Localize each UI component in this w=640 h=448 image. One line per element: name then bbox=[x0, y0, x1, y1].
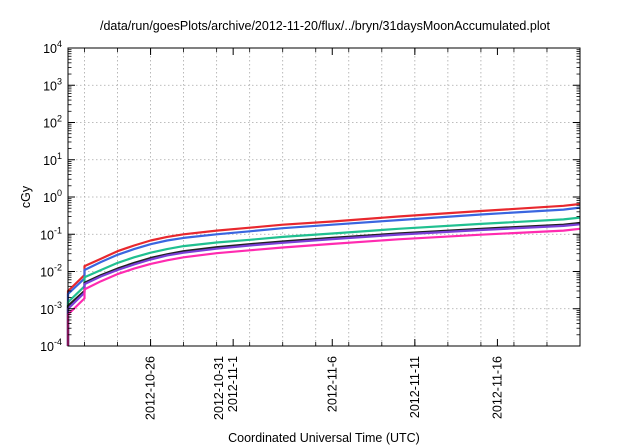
series-line-3 bbox=[66, 216, 581, 346]
y-tick-label-base: 10 bbox=[43, 154, 57, 168]
y-tick-label-exponent: 3 bbox=[57, 76, 62, 86]
y-tick-label-exponent: 2 bbox=[57, 114, 62, 124]
chart-title: /data/run/goesPlots/archive/2012-11-20/f… bbox=[100, 19, 551, 33]
y-tick-label: 102 bbox=[43, 114, 62, 131]
y-tick-label-base: 10 bbox=[43, 191, 57, 205]
series-line-5 bbox=[66, 223, 581, 346]
y-tick-label-base: 10 bbox=[43, 79, 57, 93]
y-tick-label: 10-1 bbox=[40, 225, 62, 242]
x-tick-label: 2012-11-16 bbox=[490, 356, 504, 419]
x-axis: 2012-10-26 2012-10-31 2012-11-1 2012-11-6 20… bbox=[84, 48, 548, 420]
y-tick-label-base: 10 bbox=[40, 228, 54, 242]
y-tick-label-exponent: -4 bbox=[54, 337, 62, 347]
y-tick-label-exponent: 4 bbox=[57, 39, 62, 49]
series-line-2 bbox=[66, 206, 581, 346]
x-tick-label: 2012-11-6 bbox=[325, 356, 339, 412]
x-tick-label: 2012-11-1 bbox=[226, 356, 240, 412]
y-tick-label-base: 10 bbox=[40, 340, 54, 354]
y-tick-label: 104 bbox=[43, 39, 62, 56]
y-tick-label-exponent: -1 bbox=[54, 225, 62, 235]
x-axis-label: Coordinated Universal Time (UTC) bbox=[228, 431, 420, 445]
y-tick-label-exponent: 1 bbox=[57, 151, 62, 161]
y-tick-label: 103 bbox=[43, 76, 62, 93]
y-tick-label-base: 10 bbox=[43, 42, 57, 56]
x-tick-label: 2012-10-31 bbox=[212, 356, 226, 420]
y-tick-label: 10-4 bbox=[40, 337, 62, 354]
y-axis-label: cGy bbox=[19, 185, 33, 208]
y-tick-label-base: 10 bbox=[40, 303, 54, 317]
y-tick-label: 100 bbox=[43, 188, 62, 205]
x-tick-label: 2012-11-11 bbox=[408, 356, 422, 418]
y-tick-label-exponent: -2 bbox=[54, 263, 62, 273]
series-group bbox=[66, 202, 581, 346]
y-tick-label-base: 10 bbox=[40, 266, 54, 280]
series-line-6 bbox=[66, 227, 581, 346]
series-line-1 bbox=[66, 202, 581, 346]
y-tick-label-exponent: 0 bbox=[57, 188, 62, 198]
y-tick-label: 10-2 bbox=[40, 263, 62, 280]
x-tick-label: 2012-10-26 bbox=[144, 356, 158, 420]
y-tick-label-base: 10 bbox=[43, 117, 57, 131]
y-tick-label-exponent: -3 bbox=[54, 300, 62, 310]
grid bbox=[68, 48, 580, 346]
y-tick-label: 10-3 bbox=[40, 300, 62, 317]
y-tick-label: 101 bbox=[43, 151, 62, 168]
